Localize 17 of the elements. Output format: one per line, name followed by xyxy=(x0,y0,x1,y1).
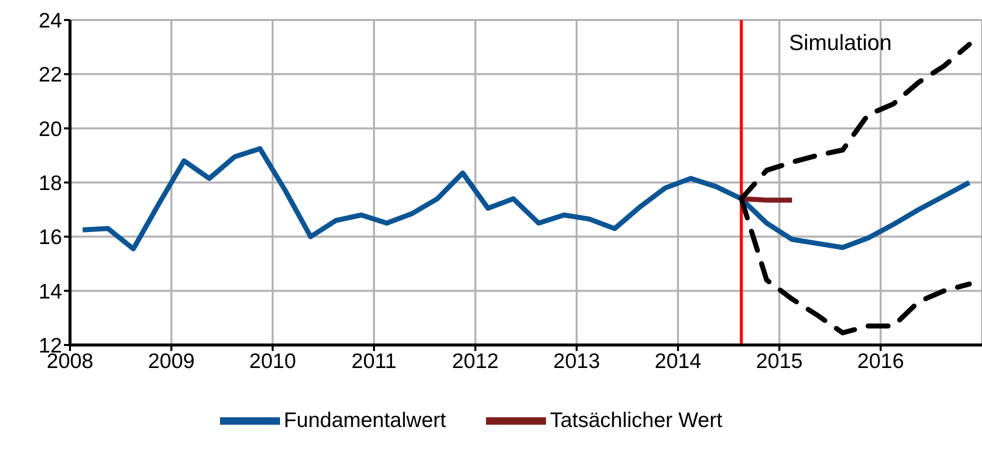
x-tick-label: 2014 xyxy=(654,350,702,373)
legend-label: Tatsächlicher Wert xyxy=(550,408,722,432)
legend-label: Fundamentalwert xyxy=(284,408,446,432)
x-tick-label: 2010 xyxy=(249,350,296,373)
x-tick-label: 2009 xyxy=(148,350,195,373)
x-tick-label: 2013 xyxy=(553,350,600,373)
y-tick-label: 14 xyxy=(38,280,62,304)
x-tick-label: 2012 xyxy=(452,350,499,373)
y-tick-label: 16 xyxy=(38,226,62,250)
y-tick-label: 18 xyxy=(38,172,62,195)
x-tick-label: 2015 xyxy=(756,350,803,373)
x-tick-label: 2011 xyxy=(351,350,397,373)
y-tick-label: 22 xyxy=(38,64,62,87)
annotation: Simulation xyxy=(789,30,892,56)
y-tick-label: 20 xyxy=(38,118,62,141)
x-tick-label: 2016 xyxy=(857,350,904,373)
y-tick-label: 24 xyxy=(38,9,62,32)
